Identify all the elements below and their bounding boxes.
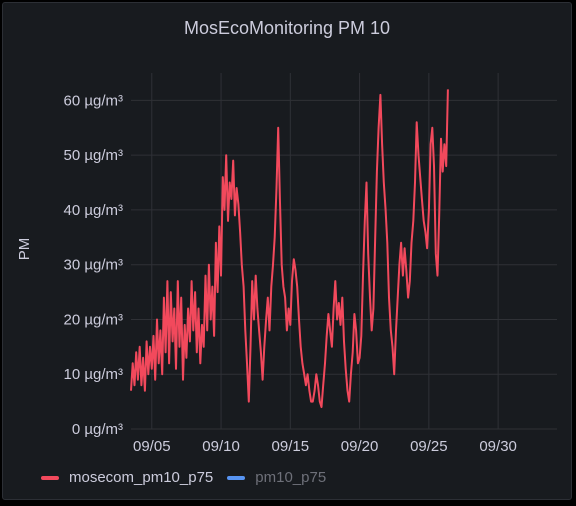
x-axis: 09/05 09/10 09/15 09/20 09/25 09/30 xyxy=(133,438,517,455)
y-axis: 0 µg/m³ 10 µg/m³ 20 µg/m³ 30 µg/m³ 40 µg/m³ 5… xyxy=(64,92,124,438)
x-tick-label: 09/05 xyxy=(133,438,171,455)
legend-swatch xyxy=(227,475,246,480)
y-tick-label: 50 µg/m³ xyxy=(64,147,124,164)
y-tick-label: 60 µg/m³ xyxy=(64,92,124,109)
y-tick-label: 40 µg/m³ xyxy=(64,202,124,219)
series-group xyxy=(130,89,449,409)
y-tick-label: 20 µg/m³ xyxy=(64,311,124,328)
x-tick-label: 09/15 xyxy=(272,438,310,455)
line-chart[interactable]: 0 µg/m³ 10 µg/m³ 20 µg/m³ 30 µg/m³ 40 µg/m³ 5… xyxy=(3,3,573,501)
legend-item-mosecom-pm10-p75[interactable]: mosecom_pm10_p75 xyxy=(41,469,213,486)
legend-swatch xyxy=(41,475,59,480)
y-axis-label: PM xyxy=(16,238,33,261)
y-tick-label: 30 µg/m³ xyxy=(64,257,124,274)
x-tick-label: 09/10 xyxy=(202,438,240,455)
series-line-mosecom-pm10-p75 xyxy=(130,89,449,409)
grid xyxy=(131,73,557,430)
legend-item-pm10-p75[interactable]: pm10_p75 xyxy=(227,469,326,486)
x-tick-label: 09/30 xyxy=(479,438,517,455)
panel-title: MosEcoMonitoring PM 10 xyxy=(183,18,391,38)
y-tick-label: 0 µg/m³ xyxy=(72,421,123,438)
x-tick-label: 09/20 xyxy=(341,438,379,455)
legend: mosecom_pm10_p75 pm10_p75 xyxy=(41,469,340,486)
x-tick-label: 09/25 xyxy=(410,438,448,455)
legend-label: pm10_p75 xyxy=(255,469,327,486)
chart-panel: MosEcoMonitoring PM 10 0 µg/m³ 10 µg/m³ 20… xyxy=(2,2,572,500)
legend-label: mosecom_pm10_p75 xyxy=(69,469,214,486)
y-tick-label: 10 µg/m³ xyxy=(64,366,124,383)
